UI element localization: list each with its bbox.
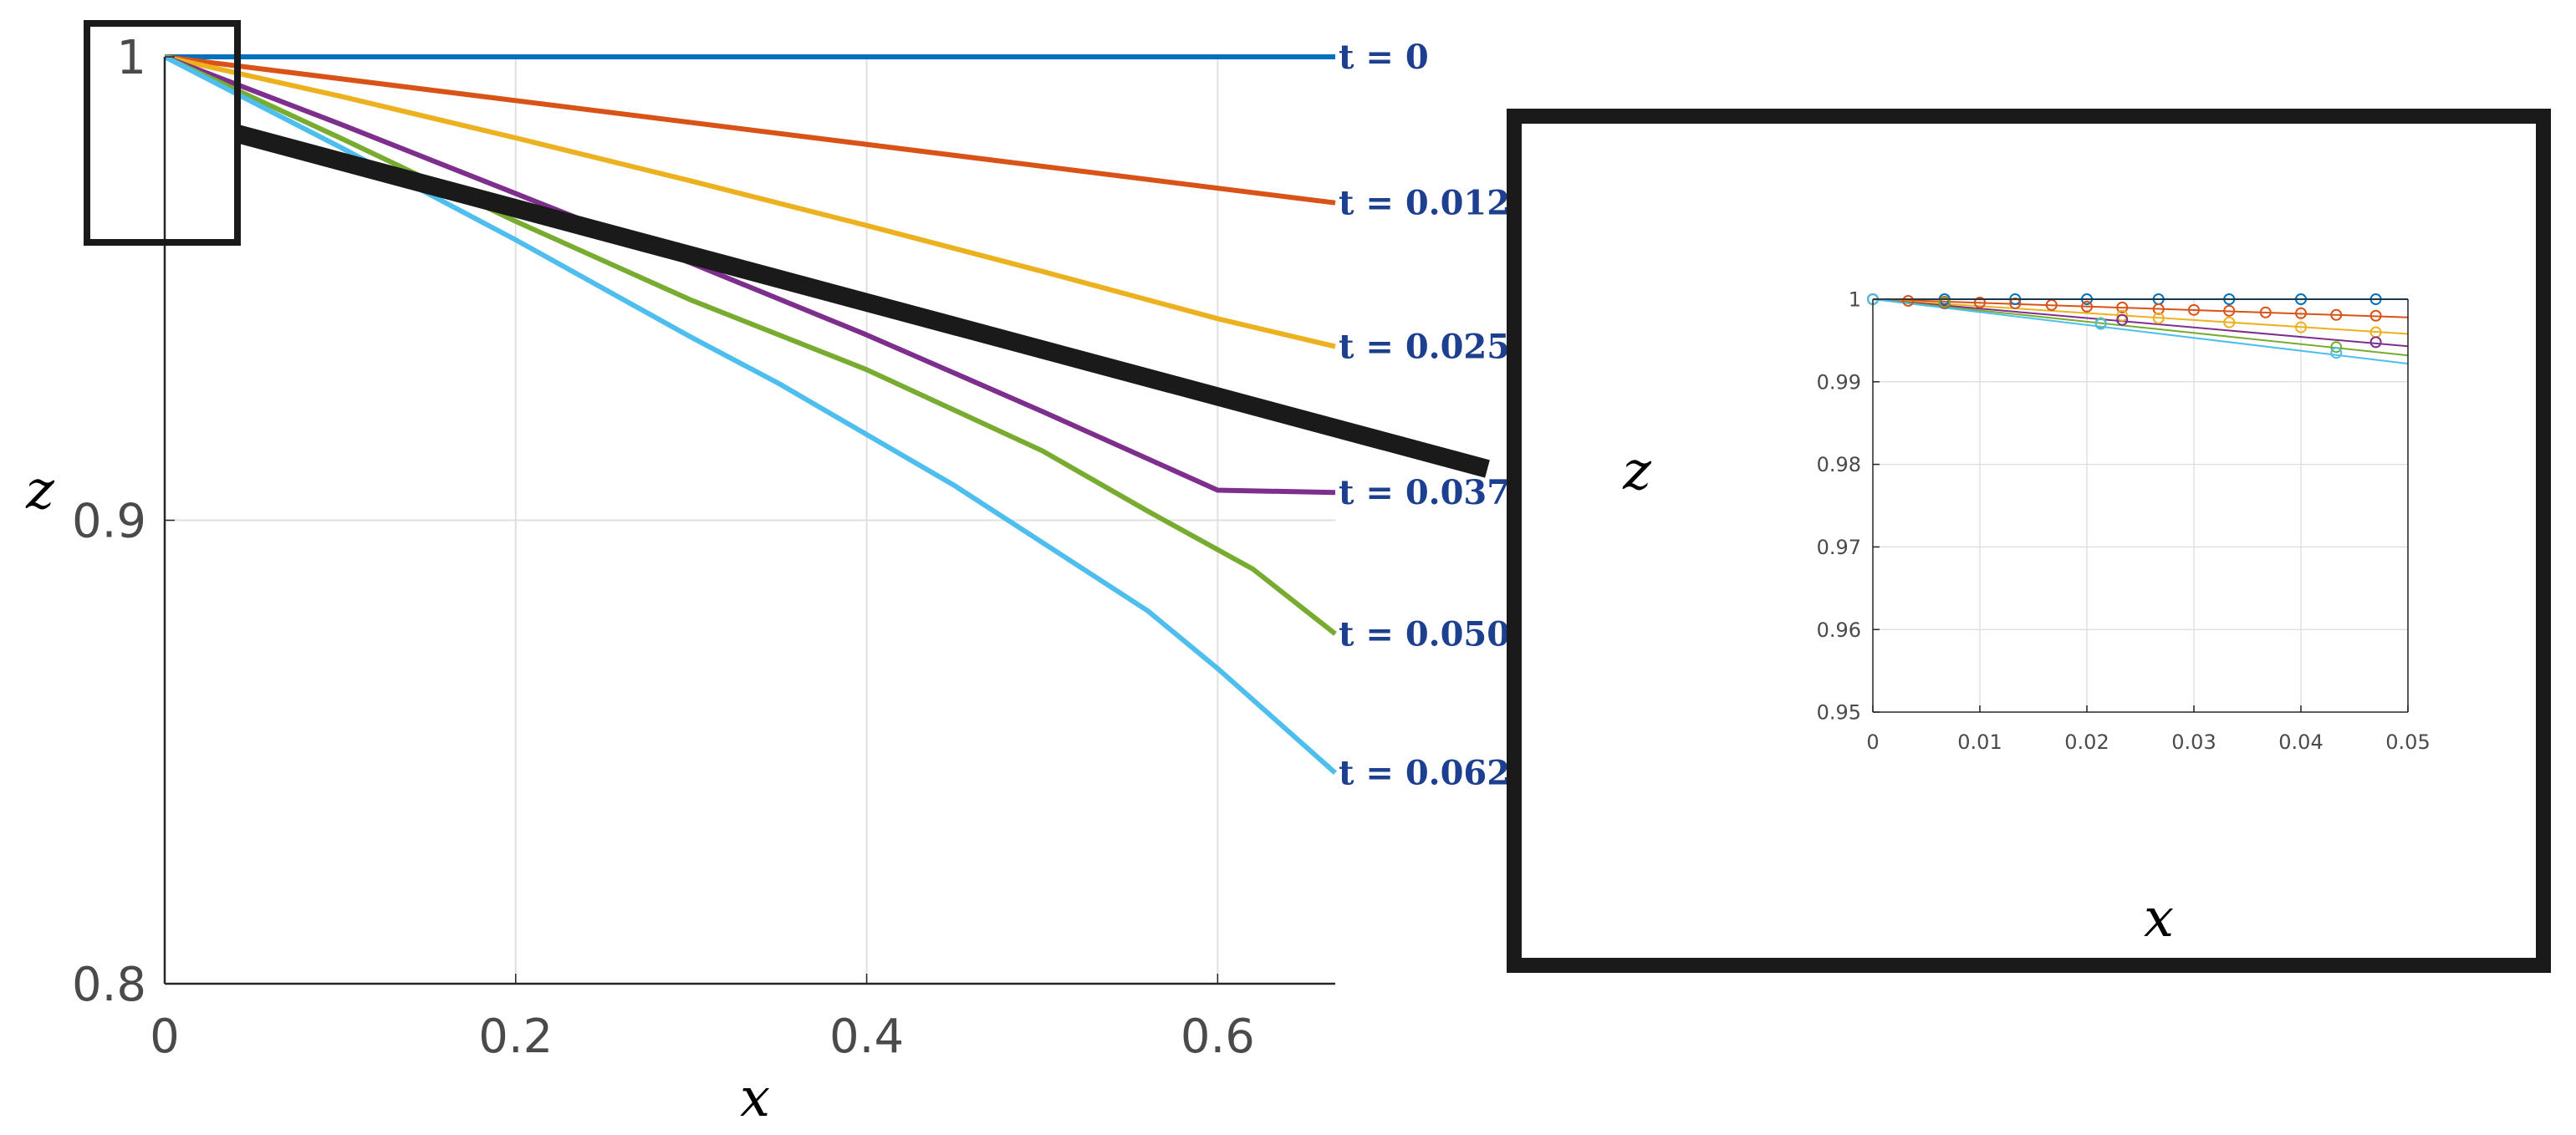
inset-marker-t-0-012-7 xyxy=(2116,301,2129,313)
inset-marker-t-0-012-9 xyxy=(2188,303,2200,316)
inset-marker-t-0-062-1 xyxy=(2094,318,2107,330)
inset-marker-t-0-012-8 xyxy=(2152,303,2165,315)
main-series-line-t-0-012 xyxy=(164,54,1336,206)
inset-marker-t-0-012-4 xyxy=(2009,297,2022,309)
main-series-line-t-0-025 xyxy=(164,54,1336,349)
inset-y-tick-label-2: 0.97 xyxy=(1817,536,1861,559)
zoom-callout xyxy=(84,20,2551,973)
curve-label-t-0-025: t = 0.025 xyxy=(1339,328,1510,367)
main-y-tick-label-1: 0.9 xyxy=(72,495,146,549)
inset-marker-t-0-025-1 xyxy=(2116,309,2129,322)
main-y-tick-labels: 0.8 0.9 1 xyxy=(72,31,146,1012)
inset-marker-t-0-012-11 xyxy=(2259,306,2272,318)
inset-chart: 0 0.01 0.02 0.03 0.04 0.05 0.950.960.970.980.… xyxy=(1622,288,2431,949)
inset-x-tick-label-5: 0.05 xyxy=(2385,730,2430,754)
main-x-tick-label-1: 0.2 xyxy=(478,1010,553,1064)
main-x-tick-label-3: 0.6 xyxy=(1181,1010,1255,1064)
curve-labels: t = 0 t = 0.012 t = 0.025 t = 0.037 t = 0.05… xyxy=(1339,38,1510,793)
inset-frame xyxy=(1507,109,2551,973)
inset-marker-t-0-037-3 xyxy=(2369,336,2382,349)
inset-axes xyxy=(1872,298,2409,713)
inset-marker-t-0-050-1 xyxy=(1938,296,1951,308)
main-x-tick-label-2: 0.4 xyxy=(829,1010,904,1064)
inset-y-tick-label-5: 1 xyxy=(1849,288,1861,312)
zoom-region-box xyxy=(84,20,241,246)
inset-x-tick-label-3: 0.03 xyxy=(2171,730,2216,754)
inset-y-tick-label-3: 0.98 xyxy=(1817,453,1861,476)
inset-marker-t-0-025-2 xyxy=(2152,312,2165,324)
inset-y-tick-label-0: 0.95 xyxy=(1817,701,1861,725)
inset-x-tick-label-2: 0.02 xyxy=(2064,730,2109,754)
inset-marker-t-0-037-2 xyxy=(2116,313,2129,326)
curve-label-t-0-050: t = 0.050 xyxy=(1339,614,1510,654)
main-series-line-t-0-050 xyxy=(163,54,1337,636)
inset-series-line-t-0-050 xyxy=(1872,298,2409,357)
inset-marker-t-0-025-4 xyxy=(2295,321,2307,333)
inset-x-tick-labels: 0 0.01 0.02 0.03 0.04 0.05 xyxy=(1866,730,2430,754)
zoom-connector-line xyxy=(235,125,1490,478)
curve-label-t-0-012: t = 0.012 xyxy=(1339,184,1510,223)
inset-marker-t-0-012-10 xyxy=(2223,304,2236,317)
inset-x-axis-label: x xyxy=(2144,888,2174,949)
main-series-line-t-0-037 xyxy=(163,54,1336,496)
curve-label-t-0-062: t = 0.062 xyxy=(1339,754,1510,793)
inset-y-tick-label-1: 0.96 xyxy=(1817,618,1861,642)
inset-x-tick-label-4: 0.04 xyxy=(2278,730,2323,754)
inset-x-tick-label-0: 0 xyxy=(1866,730,1879,754)
main-x-axis-label: x xyxy=(740,1067,770,1129)
inset-marker-t-0-012-12 xyxy=(2295,307,2307,319)
inset-x-tick-label-1: 0.01 xyxy=(1957,730,2002,754)
inset-marker-t-0-012-6 xyxy=(2081,300,2093,313)
main-axes xyxy=(163,56,1335,985)
main-y-tick-label-2: 1 xyxy=(116,31,146,85)
inset-marker-t-0-025-3 xyxy=(2223,316,2236,328)
inset-marker-t-0-012-13 xyxy=(2330,308,2343,321)
inset-marker-t-0-012-3 xyxy=(1974,296,1986,308)
main-y-axis-label: z xyxy=(25,460,55,522)
inset-y-axis-label: z xyxy=(1622,440,1652,502)
curve-label-t-0: t = 0 xyxy=(1339,38,1429,77)
inset-series-line-t-0-012 xyxy=(1872,298,2409,318)
main-x-tick-label-0: 0 xyxy=(150,1010,180,1064)
inset-marker-t-0-012-1 xyxy=(1902,294,1915,307)
curve-label-t-0-037: t = 0.037 xyxy=(1339,473,1510,512)
main-y-tick-label-0: 0.8 xyxy=(72,958,146,1012)
main-x-tick-labels: 0 0.2 0.4 0.6 xyxy=(150,1010,1255,1064)
inset-y-tick-labels: 0.95 0.96 0.97 0.98 0.99 1 xyxy=(1817,288,1861,725)
inset-series-line-t-0-062 xyxy=(1872,298,2409,365)
inset-marker-t-0-062-2 xyxy=(2330,347,2343,359)
inset-series-line-t-0-037 xyxy=(1872,298,2409,348)
inset-marker-t-0-012-5 xyxy=(2045,298,2058,311)
inset-series-line-t-0-025 xyxy=(1872,298,2409,335)
inset-marker-t-0-050-3 xyxy=(2330,341,2343,354)
inset-y-tick-label-4: 0.99 xyxy=(1817,370,1861,394)
inset-marker-t-0-012-14 xyxy=(2369,309,2382,322)
